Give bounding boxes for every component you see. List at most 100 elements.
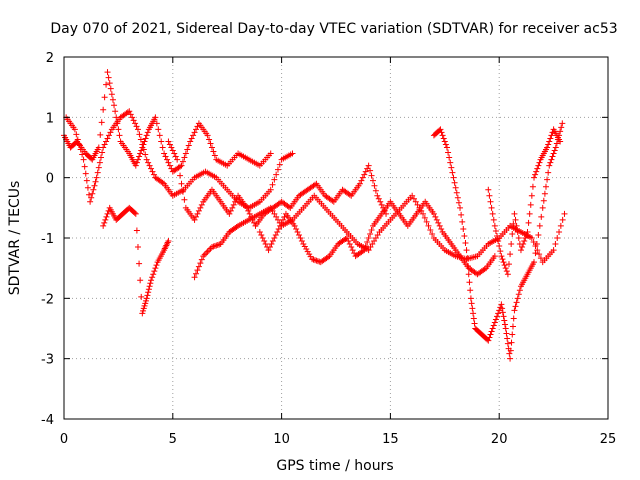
data-point xyxy=(177,172,184,179)
data-point xyxy=(316,258,323,265)
data-point xyxy=(507,355,514,362)
x-tick-label: 15 xyxy=(382,432,399,447)
data-point xyxy=(89,190,96,197)
data-point xyxy=(489,325,496,332)
data-point xyxy=(138,293,145,300)
data-point xyxy=(127,111,134,118)
y-tick-label: -2 xyxy=(41,292,54,307)
data-point xyxy=(559,216,566,223)
data-point xyxy=(430,210,437,217)
data-point xyxy=(362,243,369,250)
data-point xyxy=(410,195,417,202)
data-point xyxy=(136,153,143,160)
data-point xyxy=(97,154,104,161)
data-point xyxy=(151,268,158,275)
data-point xyxy=(499,305,506,312)
data-point xyxy=(285,203,292,210)
data-point xyxy=(359,174,366,181)
data-point xyxy=(213,242,220,249)
data-point xyxy=(490,216,497,223)
data-point xyxy=(201,251,208,258)
data-point xyxy=(459,218,466,225)
data-point xyxy=(298,238,305,245)
data-point xyxy=(181,154,188,161)
data-point xyxy=(153,120,160,127)
data-point xyxy=(191,129,198,136)
y-tick-label: 0 xyxy=(46,172,54,187)
data-point xyxy=(291,222,298,229)
data-point xyxy=(259,235,266,241)
data-point xyxy=(367,244,374,251)
data-point xyxy=(148,165,155,172)
data-point xyxy=(533,168,540,175)
data-point xyxy=(193,270,200,277)
data-point xyxy=(545,141,552,148)
data-point xyxy=(487,198,494,205)
data-point xyxy=(502,321,509,328)
data-point xyxy=(142,135,149,142)
data-point xyxy=(156,132,163,139)
series-track-e xyxy=(256,198,498,278)
data-point xyxy=(108,91,115,98)
data-point xyxy=(465,263,472,270)
data-point xyxy=(443,144,450,151)
data-point xyxy=(427,226,434,233)
data-point xyxy=(149,168,156,175)
data-point xyxy=(509,230,516,237)
data-point xyxy=(210,243,217,250)
data-point xyxy=(557,222,564,229)
data-point xyxy=(488,328,495,335)
data-point xyxy=(171,150,178,157)
data-point xyxy=(275,225,282,232)
data-point xyxy=(243,204,250,211)
data-point xyxy=(272,231,279,238)
data-point xyxy=(495,238,502,245)
data-point xyxy=(94,169,101,176)
data-point xyxy=(440,135,447,142)
data-point xyxy=(454,194,461,201)
data-point xyxy=(105,132,112,139)
data-point xyxy=(129,114,136,121)
data-point xyxy=(365,235,372,241)
data-point xyxy=(87,198,94,205)
data-point xyxy=(132,120,139,127)
data-point xyxy=(139,141,146,148)
data-point xyxy=(73,131,80,138)
data-point xyxy=(105,74,112,81)
axis-ticks: 0 5 10 15 20 25 -4 -3 -2 -1 0 1 2 xyxy=(41,51,616,447)
data-point xyxy=(380,204,387,211)
data-point xyxy=(346,191,353,198)
data-point xyxy=(531,174,538,181)
data-point xyxy=(80,156,87,163)
data-point xyxy=(345,238,352,245)
data-point xyxy=(362,168,369,175)
data-point xyxy=(429,230,436,237)
data-point xyxy=(86,191,93,198)
data-point xyxy=(329,197,336,204)
data-point xyxy=(144,292,151,299)
data-point xyxy=(439,132,446,139)
data-point xyxy=(166,162,173,169)
data-point xyxy=(133,123,140,130)
data-point xyxy=(455,199,462,206)
data-point xyxy=(449,169,456,176)
data-point xyxy=(104,210,111,217)
data-point xyxy=(546,162,553,169)
data-point xyxy=(517,247,524,254)
data-point xyxy=(348,244,355,251)
data-point xyxy=(169,147,176,154)
data-point xyxy=(266,244,273,251)
data-point xyxy=(142,151,149,158)
data-point xyxy=(447,159,454,166)
data-point xyxy=(188,135,195,142)
data-point xyxy=(492,316,499,323)
data-point xyxy=(146,162,153,169)
data-point xyxy=(115,126,122,133)
data-point xyxy=(515,235,522,241)
data-point xyxy=(441,138,448,145)
series-track-c xyxy=(100,204,172,317)
data-point xyxy=(269,238,276,245)
data-point xyxy=(313,257,320,264)
data-point xyxy=(488,204,495,211)
